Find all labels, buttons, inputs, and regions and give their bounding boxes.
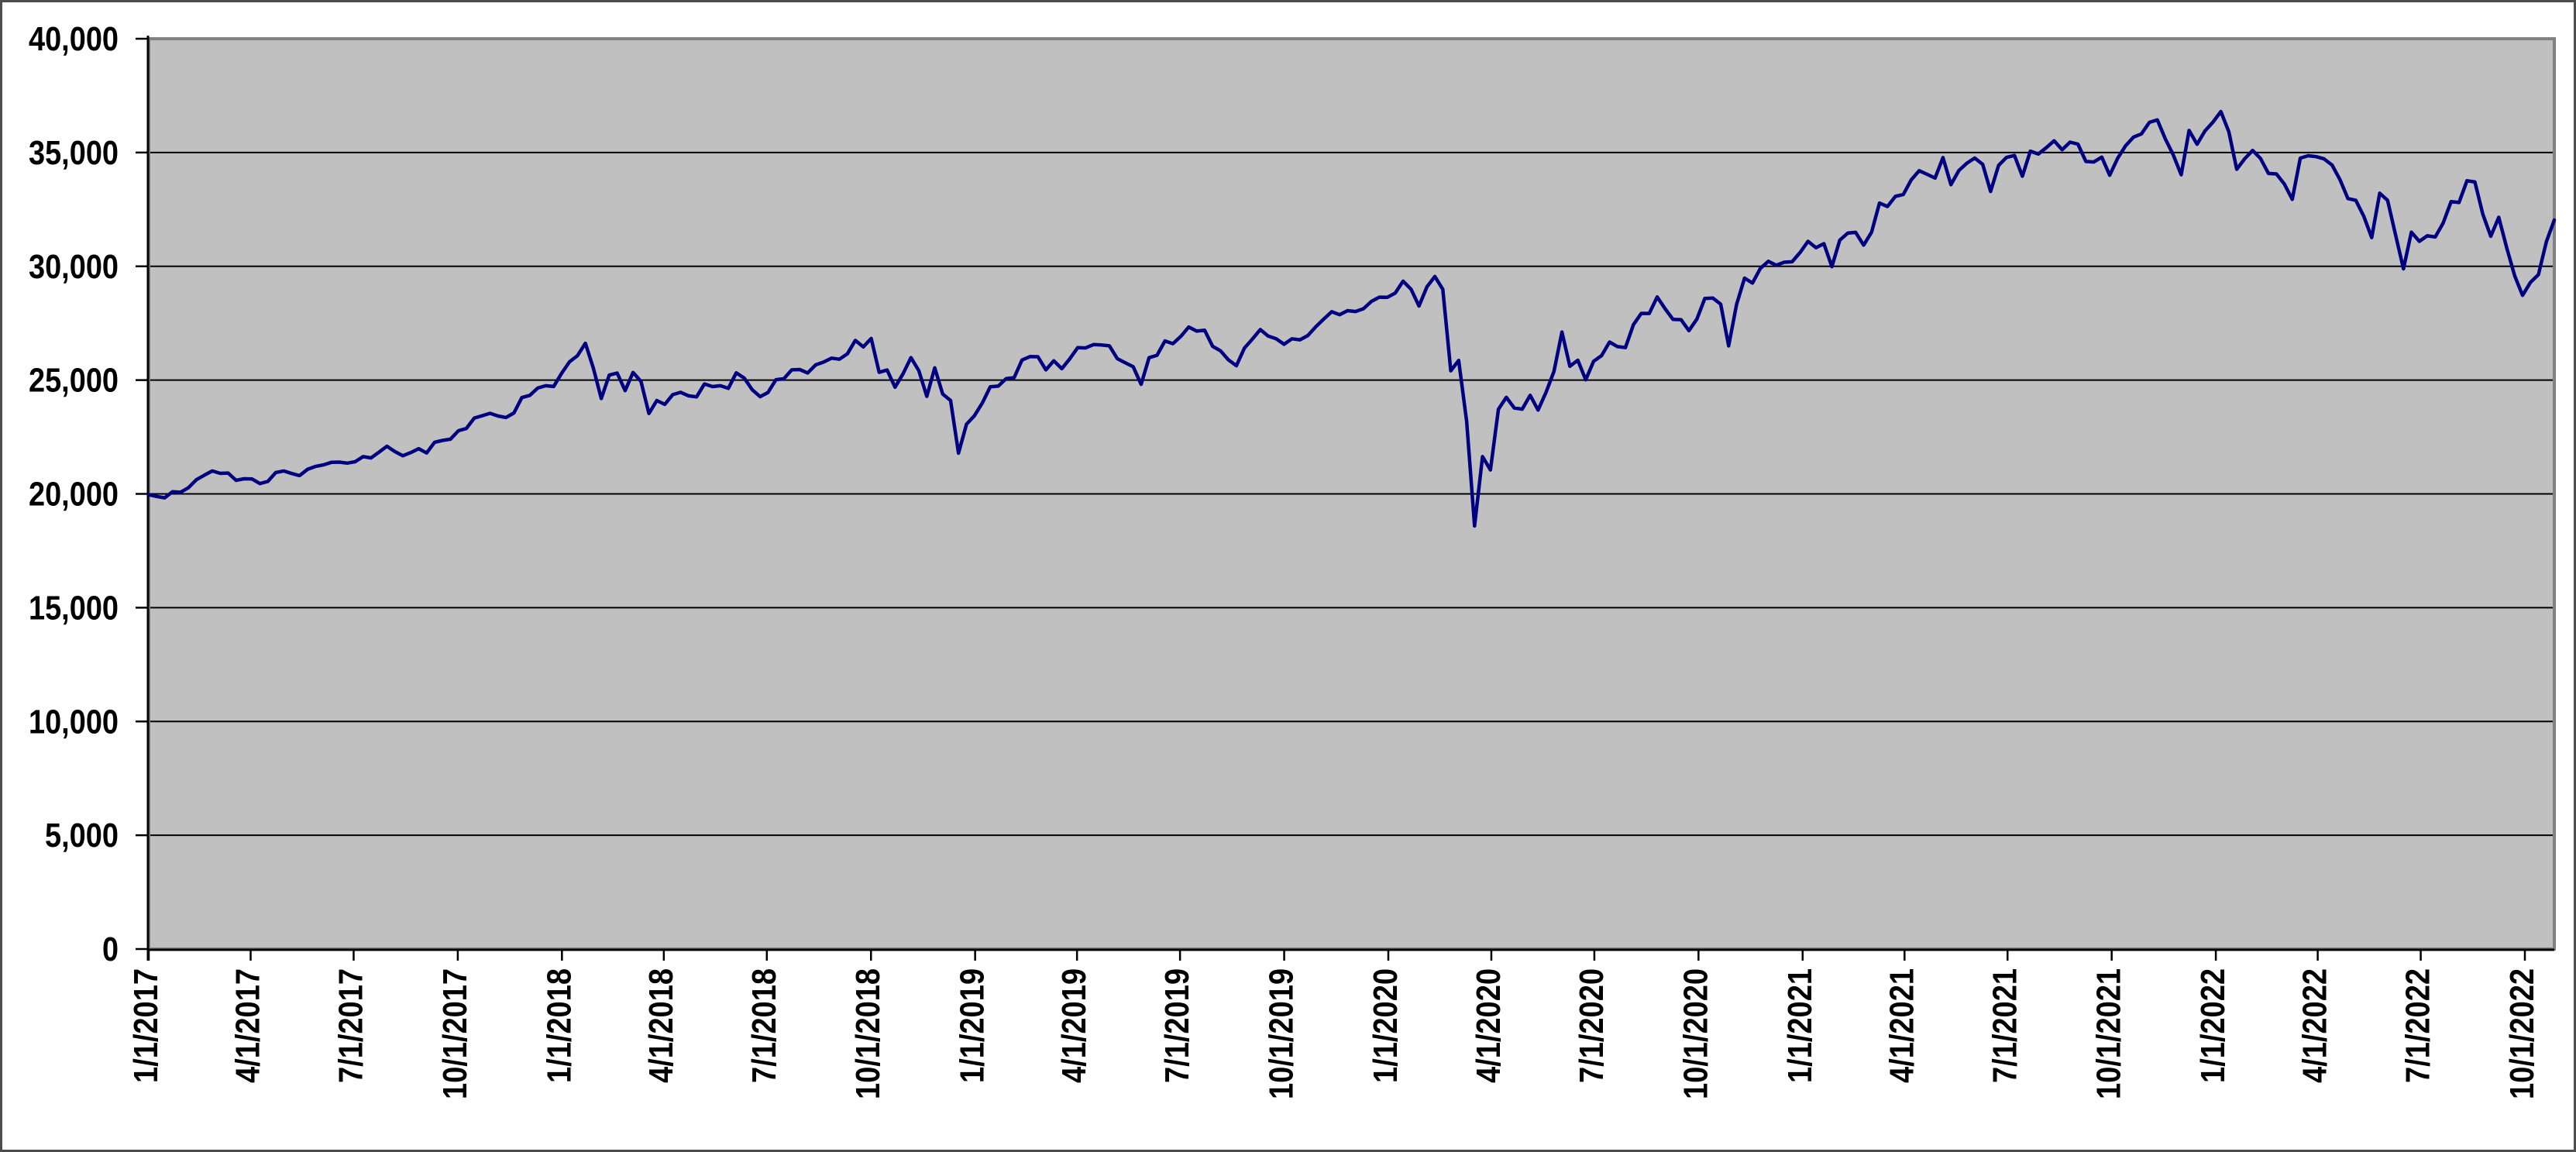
- x-axis-tick-label: 7/1/2020: [1573, 968, 1611, 1083]
- x-axis-tick-label: 4/1/2018: [642, 968, 680, 1083]
- x-axis-tick-label: 1/1/2018: [540, 968, 578, 1083]
- x-axis-tick-label: 4/1/2017: [229, 968, 267, 1083]
- x-axis-tick-label: 1/1/2017: [127, 968, 165, 1083]
- x-axis-tick-label: 7/1/2017: [332, 968, 370, 1083]
- y-axis-tick-label: 15,000: [29, 589, 119, 627]
- x-axis-tick-label: 10/1/2021: [2090, 968, 2128, 1099]
- x-axis-tick-label: 4/1/2022: [2296, 968, 2334, 1083]
- series-line: [146, 109, 2557, 528]
- y-axis-tick-label: 40,000: [29, 20, 119, 58]
- y-axis-tick-label: 25,000: [29, 362, 119, 400]
- x-axis-tick-label: 1/1/2022: [2194, 968, 2232, 1083]
- x-axis-tick-label: 7/1/2022: [2399, 968, 2437, 1083]
- x-axis-tick-label: 4/1/2019: [1055, 968, 1093, 1083]
- x-axis-tick-label: 7/1/2019: [1158, 968, 1196, 1083]
- x-axis-tick-label: 10/1/2019: [1263, 968, 1301, 1099]
- x-axis-tick-label: 1/1/2020: [1367, 968, 1405, 1083]
- y-axis-tick-label: 20,000: [29, 476, 119, 514]
- y-axis-tick-label: 35,000: [29, 134, 119, 172]
- x-axis-tick-label: 10/1/2017: [436, 968, 474, 1099]
- y-axis-tick-label: 30,000: [29, 248, 119, 286]
- x-axis-tick-label: 4/1/2020: [1470, 968, 1508, 1083]
- y-axis-tick-label: 10,000: [29, 703, 119, 741]
- x-axis-tick-label: 10/1/2020: [1677, 968, 1714, 1099]
- x-axis-tick-label: 7/1/2021: [1986, 968, 2024, 1083]
- x-axis-tick-label: 1/1/2021: [1781, 968, 1819, 1083]
- x-axis-tick-label: 4/1/2021: [1883, 968, 1921, 1083]
- y-axis-tick-label: 0: [102, 930, 119, 968]
- y-axis-tick-label: 5,000: [45, 817, 119, 855]
- x-axis-tick-label: 10/1/2018: [849, 968, 887, 1099]
- x-axis-tick-label: 7/1/2018: [745, 968, 783, 1083]
- x-axis-tick-label: 1/1/2019: [954, 968, 992, 1083]
- x-axis-tick-label: 10/1/2022: [2503, 968, 2541, 1099]
